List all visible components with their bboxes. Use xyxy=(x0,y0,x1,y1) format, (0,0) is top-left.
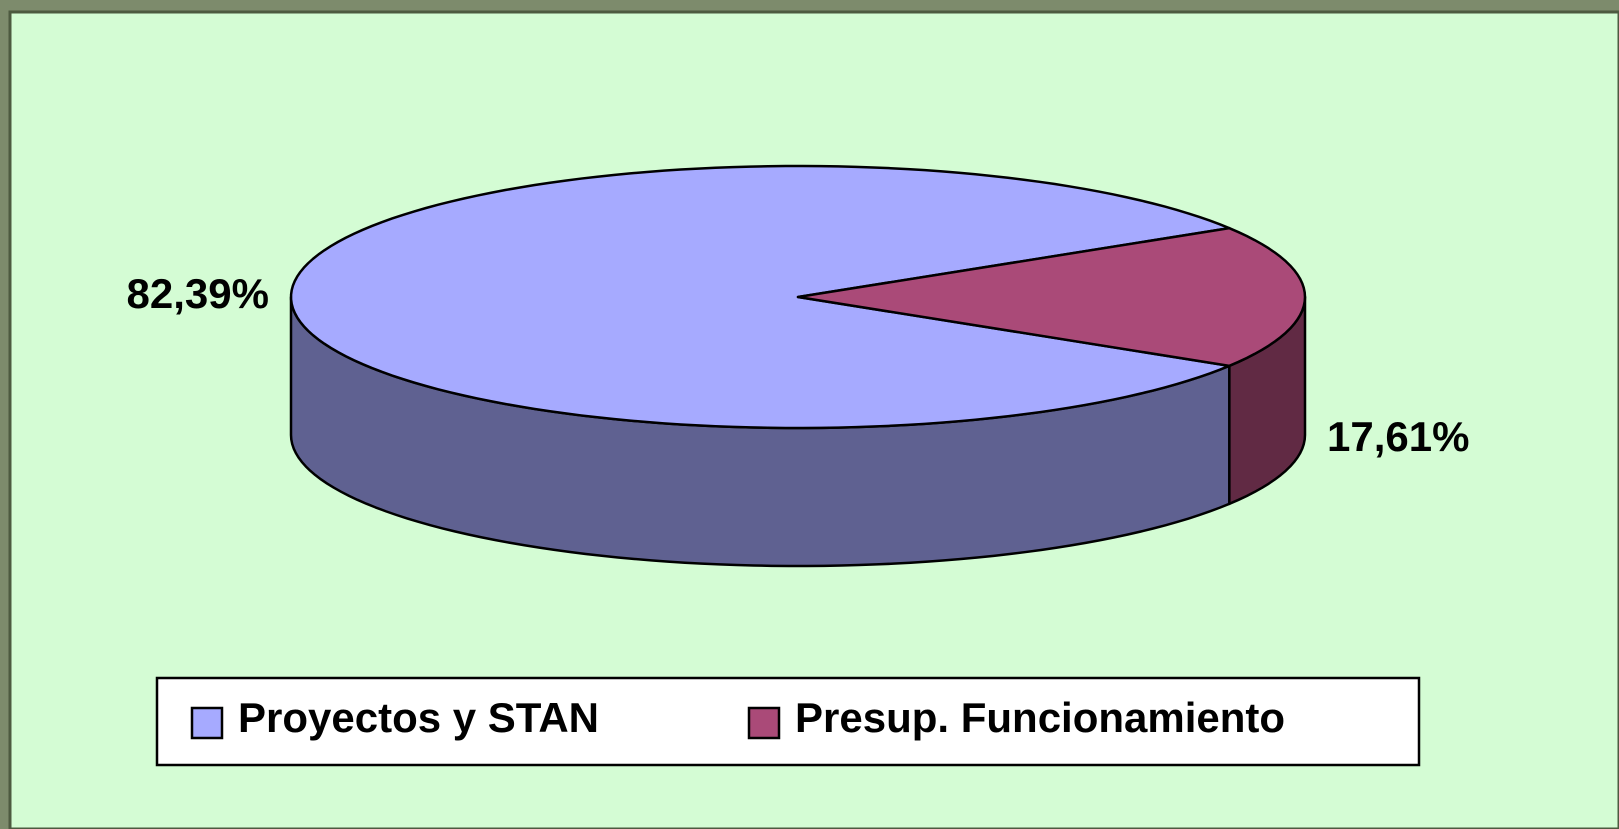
legend-swatch xyxy=(190,706,224,740)
slice xyxy=(289,164,1231,430)
legend-box xyxy=(155,676,1421,767)
slice xyxy=(796,226,1307,368)
data-label: 17,61% xyxy=(1327,413,1469,460)
legend-label: Presup. Funcionamiento xyxy=(795,694,1285,741)
data-label: 82,39% xyxy=(127,270,269,317)
legend-swatch xyxy=(747,706,781,740)
legend-label: Proyectos y STAN xyxy=(238,694,599,741)
